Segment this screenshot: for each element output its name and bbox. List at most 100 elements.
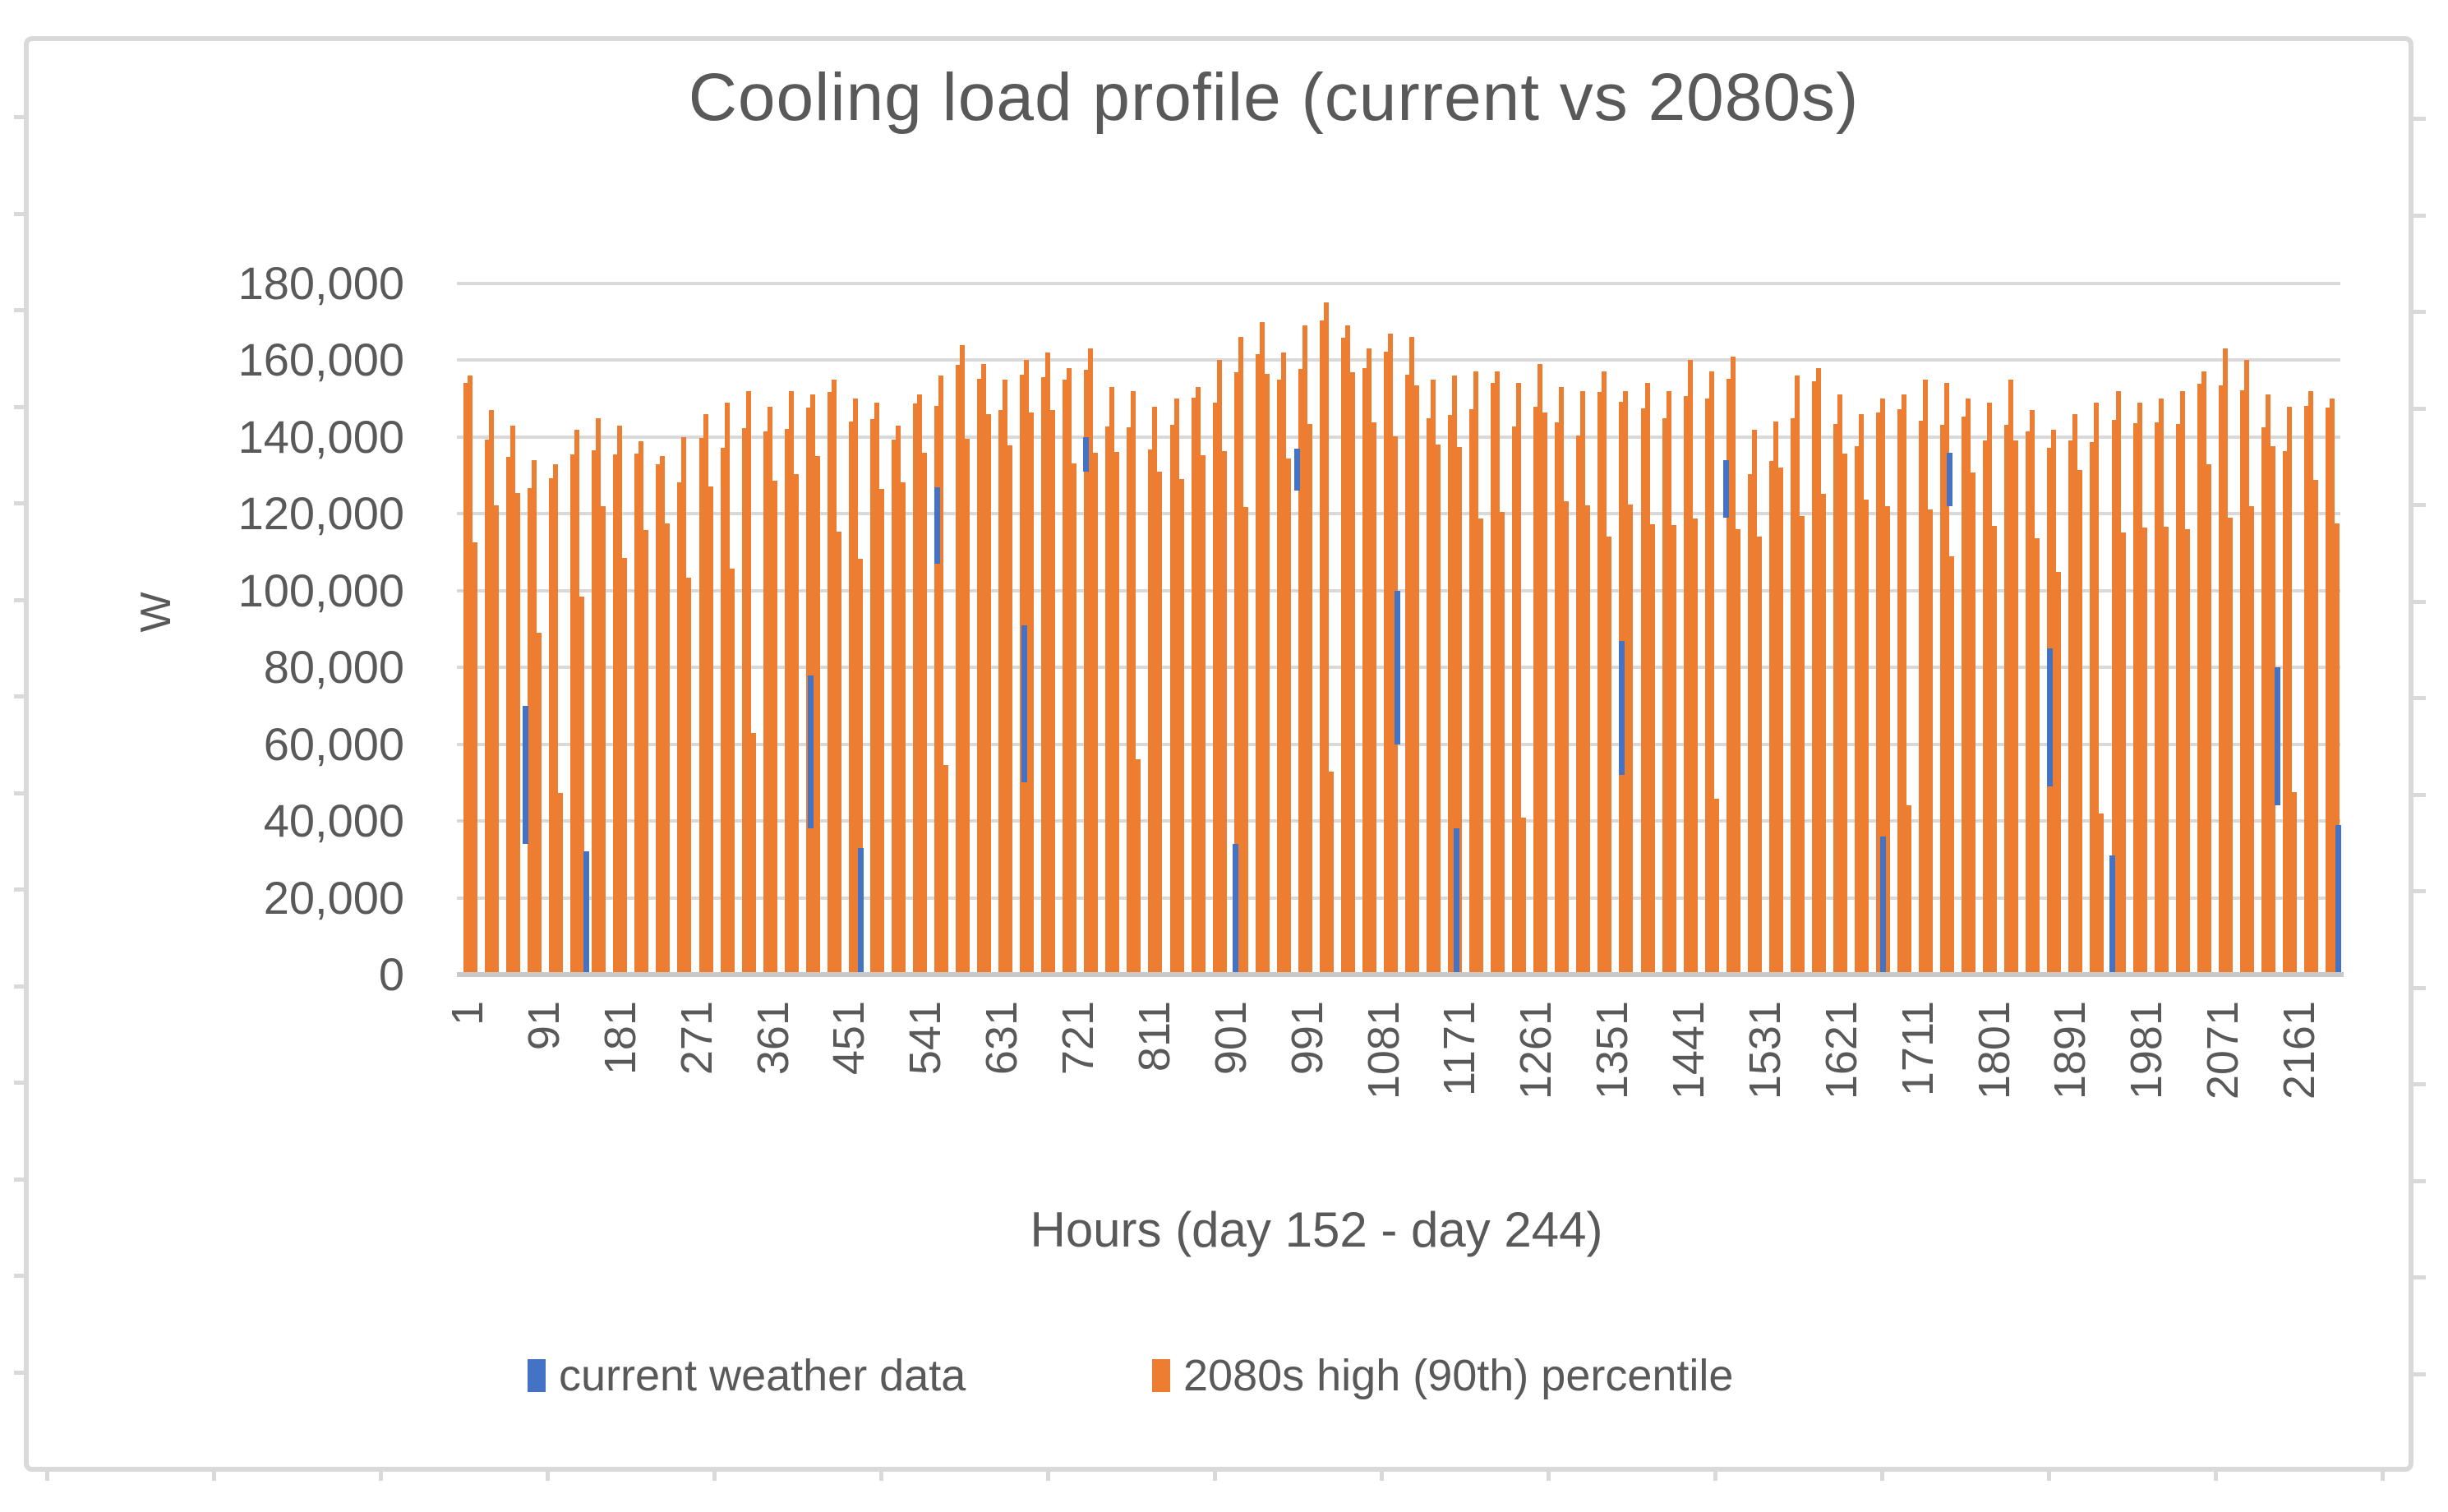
legend-swatch-2080s (1152, 1359, 1170, 1392)
x-axis-tick-label: 721 (1053, 1001, 1103, 1076)
worksheet-row-stub (14, 1370, 26, 1375)
bar-2080s (1200, 454, 1206, 975)
bar-2080s (1136, 758, 1141, 975)
bar-2080s (574, 429, 580, 975)
y-axis-tick-label: 40,000 (263, 795, 404, 847)
bar-2080s (1863, 500, 1869, 975)
bar-2080s (1704, 399, 1709, 975)
bar-2080s (596, 417, 602, 975)
bar-2080s (934, 406, 938, 975)
bar-2080s (1383, 351, 1388, 975)
bar-2080s (1109, 387, 1115, 975)
bar-2080s (708, 486, 713, 975)
x-axis-tick-label: 901 (1206, 1001, 1256, 1076)
legend-label-current: current weather data (559, 1351, 966, 1400)
bar-2080s (1212, 402, 1217, 975)
worksheet-row-stub (2413, 1275, 2426, 1279)
bar-2080s (852, 399, 858, 975)
bar-2080s (592, 449, 597, 975)
bar-2080s (1833, 424, 1837, 975)
bar-2080s (2013, 440, 2019, 975)
gridline (457, 896, 2340, 900)
bar-2080s (1457, 447, 1463, 975)
x-axis-tick-label: 1621 (1816, 1001, 1866, 1100)
bar-2080s (570, 454, 575, 975)
gridline (457, 358, 2340, 362)
bar-2080s (1409, 337, 1414, 975)
bar-2080s (1597, 392, 1602, 975)
worksheet-row-stub (14, 597, 26, 602)
bar-2080s (2026, 431, 2031, 975)
bar-2080s (1607, 536, 1612, 975)
bar-2080s (1131, 390, 1136, 975)
x-axis-title: Hours (day 152 - day 244) (1030, 1202, 1603, 1257)
gridline (457, 282, 2340, 285)
bar-2080s (772, 480, 777, 975)
bar-2080s (2115, 390, 2121, 975)
x-axis-tick-label: 1801 (1969, 1001, 2019, 1100)
bar-2080s (1683, 395, 1688, 975)
bar-2080s (1799, 515, 1805, 975)
bar-2080s (532, 459, 537, 975)
worksheet-row-stub (14, 887, 26, 892)
bar-2080s (2154, 422, 2159, 975)
bar-2080s (473, 542, 477, 975)
bar-2080s (1811, 380, 1816, 975)
bar-2080s (1349, 371, 1355, 975)
y-axis-tick-label: 0 (378, 948, 404, 1000)
bar-2080s (1794, 376, 1800, 975)
bar-2080s (2004, 425, 2009, 975)
bar-current (1021, 625, 1028, 783)
bar-2080s (1029, 412, 1035, 975)
bar-2080s (1944, 383, 1950, 975)
worksheet-row-stub (2413, 1371, 2426, 1376)
bar-2080s (831, 379, 837, 975)
bar-2080s (2175, 424, 2180, 975)
bar-2080s (1328, 771, 1334, 975)
bar-2080s (2248, 505, 2254, 975)
bar-2080s (622, 557, 628, 975)
bar-2080s (956, 365, 961, 975)
bar-2080s (1063, 379, 1067, 975)
bar-2080s (2141, 527, 2147, 975)
x-axis-tick-label: 1891 (2045, 1001, 2095, 1100)
bar-2080s (1662, 417, 1667, 975)
bar-2080s (1777, 468, 1783, 975)
gridline (457, 819, 2340, 823)
bar-current (934, 486, 940, 565)
worksheet-row-stub (2413, 1178, 2426, 1183)
bar-2080s (1837, 394, 1842, 975)
bar-2080s (1469, 408, 1474, 975)
bar-2080s (916, 394, 922, 975)
worksheet-row-stub (14, 984, 26, 989)
bar-2080s (1285, 458, 1291, 975)
bar-2080s (2325, 407, 2330, 975)
bar-2080s (1152, 406, 1158, 975)
bar-2080s (1820, 493, 1826, 975)
bar-2080s (1756, 536, 1762, 975)
bar-2080s (1585, 505, 1591, 975)
bar-2080s (784, 429, 789, 975)
bar-2080s (1003, 379, 1008, 975)
bar-2080s (1897, 408, 1902, 975)
bar-2080s (656, 463, 661, 975)
x-axis-tick-label: 631 (977, 1001, 1027, 1076)
worksheet-column-stub (1713, 1471, 1717, 1481)
bar-2080s (660, 456, 666, 975)
y-axis-title: W (132, 592, 180, 633)
bar-2080s (1072, 463, 1077, 975)
bar-2080s (1221, 451, 1227, 975)
bar-2080s (463, 383, 468, 975)
bar-2080s (1307, 424, 1312, 975)
bar-current (807, 675, 814, 829)
bar-2080s (1195, 387, 1201, 975)
bar-2080s (579, 596, 585, 975)
bar-2080s (1371, 422, 1376, 975)
bar-2080s (2030, 410, 2035, 975)
bar-2080s (2270, 446, 2275, 975)
bar-2080s (1169, 425, 1174, 975)
bar-2080s (1773, 422, 1778, 975)
bar-2080s (1923, 379, 1929, 975)
bar-current (1294, 448, 1300, 491)
y-axis-tick-label: 20,000 (263, 871, 404, 924)
